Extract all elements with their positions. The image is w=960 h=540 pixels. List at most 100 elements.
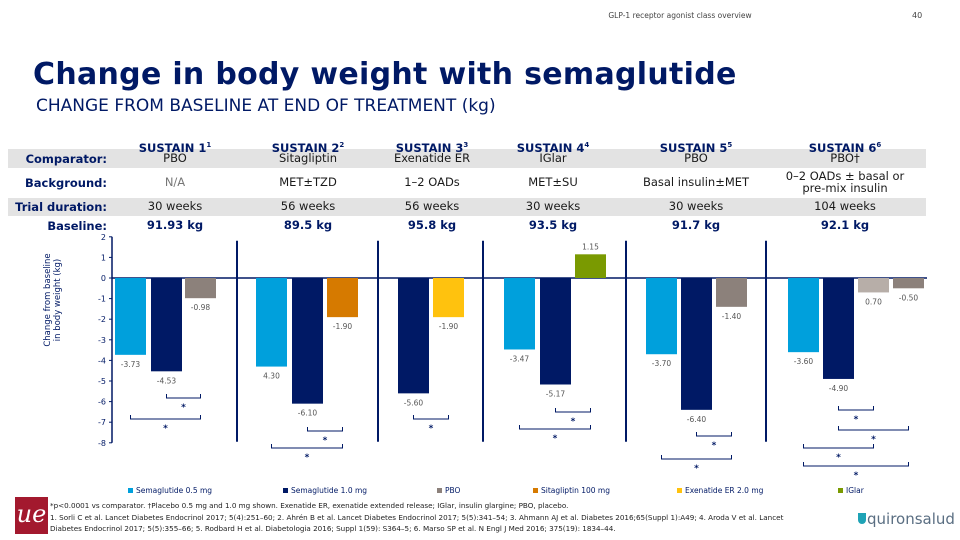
- page-number: 40: [912, 11, 923, 20]
- legend-item: IGlar: [838, 486, 864, 495]
- significance-asterisk: *: [305, 453, 310, 463]
- trial-reference: 2: [339, 141, 345, 149]
- bar: [256, 278, 287, 367]
- data-label: -3.60: [794, 357, 814, 366]
- cell-comparator: PBO: [163, 151, 187, 165]
- significance-asterisk: *: [694, 464, 699, 474]
- ue-logo: ue: [15, 497, 48, 534]
- data-label: 4.30: [263, 372, 280, 381]
- legend-label: Semaglutide 1.0 mg: [291, 486, 368, 495]
- bar: [716, 278, 747, 307]
- y-tick-label: -4: [98, 356, 106, 365]
- cell-duration: 104 weeks: [814, 199, 876, 213]
- bar: [823, 278, 854, 379]
- quironsalud-mark-icon: [858, 513, 866, 524]
- row-label-background: Background:: [25, 176, 107, 190]
- data-label: -5.17: [546, 390, 566, 399]
- cell-baseline: 91.7 kg: [671, 218, 721, 232]
- cell-duration: 30 weeks: [147, 199, 203, 213]
- y-tick-label: -3: [98, 336, 106, 345]
- significance-bracket: [838, 426, 909, 431]
- quironsalud-logo: quironsalud: [858, 510, 955, 528]
- bar: [646, 278, 677, 355]
- data-label: -4.90: [829, 384, 849, 393]
- significance-bracket: [519, 425, 591, 430]
- legend-swatch: [283, 488, 288, 493]
- cell-comparator: PBO: [684, 151, 708, 165]
- y-tick-label: -1: [98, 295, 106, 304]
- data-label: -0.50: [899, 293, 919, 302]
- y-tick-label: -6: [98, 398, 106, 407]
- significance-asterisk: *: [553, 434, 558, 444]
- significance-asterisk: *: [712, 441, 717, 451]
- legend-label: PBO: [445, 486, 461, 495]
- bar: [151, 278, 182, 372]
- footnotes: *p<0.0001 vs comparator. †Placebo 0.5 mg…: [50, 500, 880, 535]
- significance-asterisk: *: [571, 417, 576, 427]
- cell-background: 1–2 OADs: [404, 175, 460, 189]
- trial-name: SUSTAIN 33: [367, 139, 497, 154]
- reference-line: Diabetes Endocrinol 2017; 5(5):355–66; 5…: [50, 524, 616, 533]
- cell-background: Basal insulin±MET: [642, 175, 750, 189]
- row-band-duration: [8, 198, 926, 216]
- y-axis-label: Change from baselinein body weight (kg): [43, 253, 63, 346]
- y-tick-label: 1: [101, 253, 106, 262]
- trial-name-text: SUSTAIN 1: [138, 140, 207, 155]
- trial-name: SUSTAIN 55: [631, 139, 761, 154]
- significance-asterisk: *: [323, 436, 328, 446]
- bar: [398, 278, 429, 394]
- bar: [185, 278, 216, 299]
- trial-name-text: SUSTAIN 5: [659, 140, 728, 155]
- y-tick-label: -5: [98, 377, 106, 386]
- data-label: -4.53: [157, 376, 177, 385]
- significance-bracket: [661, 455, 732, 460]
- bar: [292, 278, 323, 404]
- trial-name: SUSTAIN 22: [243, 139, 373, 154]
- bar: [681, 278, 712, 410]
- legend-item: Semaglutide 1.0 mg: [283, 486, 367, 495]
- trial-name-text: SUSTAIN 3: [395, 140, 464, 155]
- cell-comparator: PBO†: [830, 151, 860, 165]
- data-label: -5.60: [404, 398, 424, 407]
- data-label: -1.40: [722, 312, 742, 321]
- legend-label: Sitagliptin 100 mg: [541, 486, 610, 495]
- cell-baseline: 93.5 kg: [528, 218, 578, 232]
- legend-swatch: [677, 488, 682, 493]
- bar: [540, 278, 571, 385]
- data-label: -3.70: [652, 359, 672, 368]
- row-label-comparator: Comparator:: [25, 152, 107, 166]
- significance-bracket: [803, 462, 909, 467]
- y-tick-label: 2: [101, 233, 106, 242]
- significance-asterisk: *: [429, 424, 434, 434]
- cell-baseline: 89.5 kg: [283, 218, 333, 232]
- legend-item: Exenatide ER 2.0 mg: [677, 486, 763, 495]
- significance-bracket: [838, 406, 874, 411]
- data-label: -6.40: [687, 415, 707, 424]
- significance-bracket: [271, 444, 343, 449]
- significance-bracket: [307, 427, 343, 432]
- trial-reference: 1: [206, 141, 212, 149]
- y-tick-label: 0: [101, 274, 106, 283]
- trial-name-text: SUSTAIN 2: [271, 140, 340, 155]
- significance-bracket: [555, 408, 591, 413]
- significance-asterisk: *: [163, 424, 168, 434]
- reference-line: 1. Sorli C et al. Lancet Diabetes Endocr…: [50, 512, 784, 522]
- cell-baseline: 92.1 kg: [820, 218, 870, 232]
- legend-label: Exenatide ER 2.0 mg: [685, 486, 764, 495]
- bar: [575, 254, 606, 278]
- cell-comparator: Exenatide ER: [393, 151, 471, 165]
- legend-item: PBO: [437, 486, 460, 495]
- y-tick-label: -2: [98, 315, 106, 324]
- significance-bracket: [166, 394, 201, 399]
- legend-swatch: [533, 488, 538, 493]
- legend-label: Semaglutide 0.5 mg: [136, 486, 213, 495]
- data-label: -6.10: [298, 409, 318, 418]
- row-band-comparator: [8, 149, 926, 168]
- cell-comparator: IGlar: [539, 151, 567, 165]
- legend-swatch: [838, 488, 843, 493]
- cell-duration: 56 weeks: [280, 199, 336, 213]
- significance-bracket: [803, 444, 874, 449]
- significance-asterisk: *: [854, 415, 859, 425]
- data-label: 1.15: [582, 242, 599, 251]
